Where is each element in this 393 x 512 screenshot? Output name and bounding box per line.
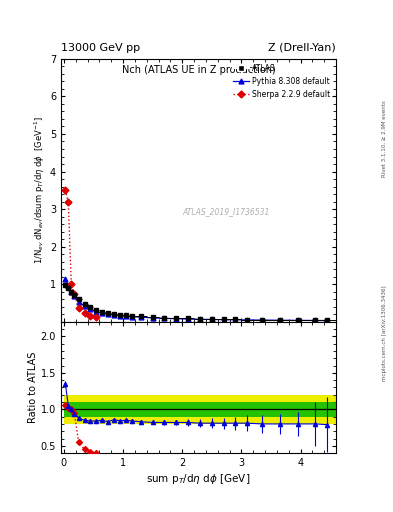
Text: 13000 GeV pp: 13000 GeV pp [61, 42, 140, 53]
Pythia 8.308 default [162, 315, 167, 322]
Sherpa 2.2.9 default [63, 187, 68, 194]
Sherpa 2.2.9 default [88, 313, 93, 319]
Pythia 8.308 default [221, 316, 226, 323]
Text: Rivet 3.1.10, ≥ 2.9M events: Rivet 3.1.10, ≥ 2.9M events [382, 100, 387, 177]
Pythia 8.308 default [88, 306, 93, 312]
Line: Pythia 8.308 default: Pythia 8.308 default [63, 276, 330, 323]
Pythia 8.308 default [150, 315, 155, 321]
Pythia 8.308 default [233, 317, 238, 323]
Pythia 8.308 default [174, 315, 179, 322]
Sherpa 2.2.9 default [66, 199, 71, 205]
Pythia 8.308 default [118, 313, 123, 319]
Pythia 8.308 default [209, 316, 214, 323]
Pythia 8.308 default [72, 293, 77, 299]
Sherpa 2.2.9 default [94, 314, 99, 321]
Sherpa 2.2.9 default [82, 310, 87, 316]
Pythia 8.308 default [277, 317, 282, 323]
Sherpa 2.2.9 default [72, 291, 77, 297]
Pythia 8.308 default [325, 317, 329, 324]
X-axis label: sum p$_T$/d$\eta$ d$\phi$ [GeV]: sum p$_T$/d$\eta$ d$\phi$ [GeV] [146, 472, 251, 486]
Pythia 8.308 default [245, 317, 250, 323]
Pythia 8.308 default [82, 303, 87, 309]
Pythia 8.308 default [106, 311, 110, 317]
Pythia 8.308 default [63, 275, 68, 282]
Pythia 8.308 default [94, 309, 99, 315]
Pythia 8.308 default [124, 313, 129, 319]
Y-axis label: 1/N$_{ev}$ dN$_{ev}$/dsum p$_T$/d$\eta$ d$\phi$  [GeV$^{-1}$]: 1/N$_{ev}$ dN$_{ev}$/dsum p$_T$/d$\eta$ … [33, 116, 47, 264]
Sherpa 2.2.9 default [76, 305, 81, 311]
Sherpa 2.2.9 default [69, 281, 73, 287]
Text: Z (Drell-Yan): Z (Drell-Yan) [268, 42, 336, 53]
Text: Nch (ATLAS UE in Z production): Nch (ATLAS UE in Z production) [121, 66, 275, 75]
Pythia 8.308 default [198, 316, 202, 323]
Y-axis label: Ratio to ATLAS: Ratio to ATLAS [28, 352, 38, 423]
Pythia 8.308 default [186, 316, 191, 322]
Pythia 8.308 default [66, 283, 71, 289]
Pythia 8.308 default [130, 313, 134, 319]
Pythia 8.308 default [76, 298, 81, 305]
Pythia 8.308 default [313, 317, 318, 324]
Pythia 8.308 default [69, 289, 73, 295]
Pythia 8.308 default [138, 314, 143, 321]
Legend: ATLAS, Pythia 8.308 default, Sherpa 2.2.9 default: ATLAS, Pythia 8.308 default, Sherpa 2.2.… [231, 62, 332, 100]
Text: mcplots.cern.ch [arXiv:1306.3436]: mcplots.cern.ch [arXiv:1306.3436] [382, 285, 387, 380]
Pythia 8.308 default [100, 310, 105, 316]
Line: Sherpa 2.2.9 default: Sherpa 2.2.9 default [63, 188, 99, 319]
Text: ATLAS_2019_I1736531: ATLAS_2019_I1736531 [182, 207, 270, 216]
Pythia 8.308 default [295, 317, 300, 324]
Pythia 8.308 default [260, 317, 264, 323]
Pythia 8.308 default [112, 312, 116, 318]
